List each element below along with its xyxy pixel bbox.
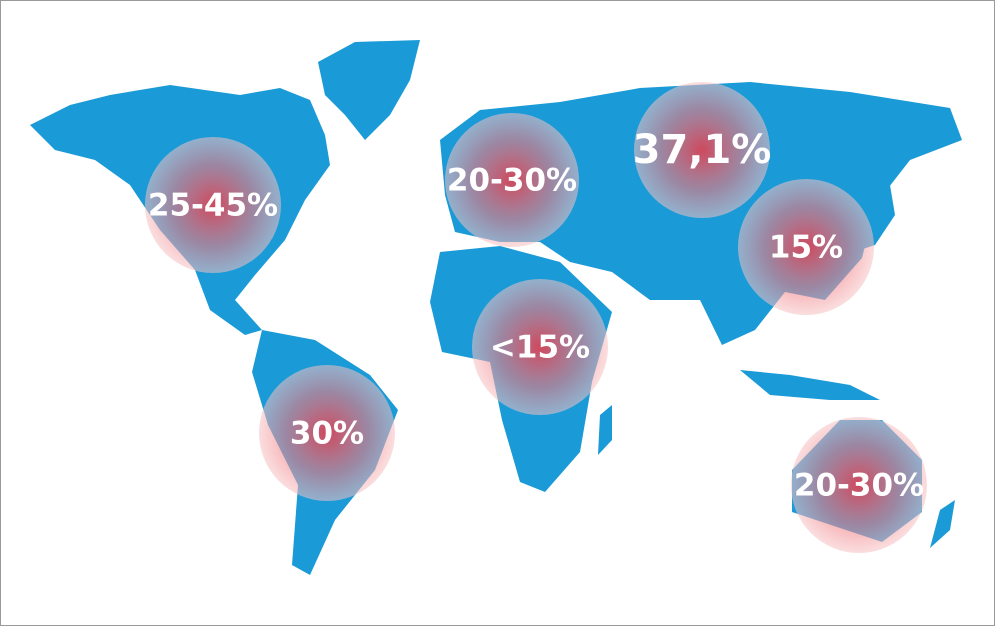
- region-label: 15%: [769, 230, 843, 266]
- new-zealand: [930, 500, 955, 548]
- greenland: [318, 40, 420, 140]
- region-label: 20-30%: [794, 468, 924, 504]
- region-circle: [145, 137, 281, 273]
- region-label: <15%: [490, 330, 590, 366]
- region-label: 37,1%: [633, 127, 772, 173]
- region-circle: [738, 179, 874, 315]
- region-circle: [472, 279, 608, 415]
- region-circle: [791, 417, 927, 553]
- madagascar: [598, 405, 612, 455]
- region-markers: 25-45% 20-30% 37,1% 15% <15% 30% 20-30%: [145, 82, 927, 553]
- region-circle: [445, 113, 579, 247]
- region-label: 25-45%: [148, 188, 278, 224]
- region-label: 30%: [290, 416, 364, 452]
- indonesia: [740, 370, 880, 400]
- region-circle: [259, 365, 395, 501]
- region-circle: [634, 82, 770, 218]
- region-label: 20-30%: [447, 163, 577, 199]
